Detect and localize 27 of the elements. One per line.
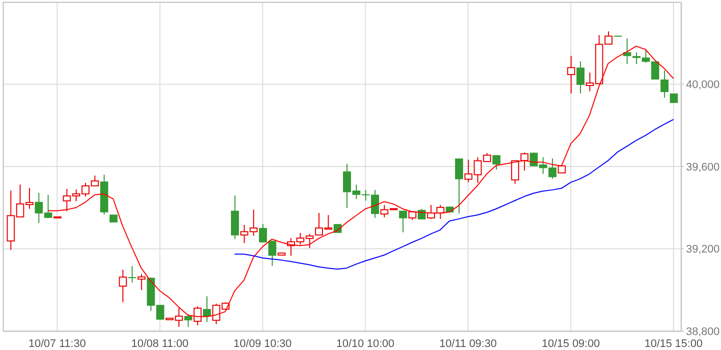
- x-tick-label: 10/09 10:30: [234, 338, 292, 350]
- candlestick: [623, 38, 632, 65]
- candlestick: [128, 266, 136, 283]
- y-tick-label: 39,600: [686, 161, 720, 174]
- x-tick-label: 10/10 10:00: [336, 338, 394, 350]
- candlestick: [138, 274, 146, 291]
- x-tick-label: 10/11 09:30: [439, 338, 497, 350]
- y-tick-label: 38,800: [686, 326, 720, 338]
- candlestick: [118, 269, 127, 303]
- y-tick-label: 40,000: [686, 79, 720, 92]
- y-tick-label: 39,200: [686, 244, 720, 256]
- x-tick-label: 10/15 09:00: [542, 338, 600, 350]
- candlestick: [455, 158, 464, 214]
- candlestick: [567, 55, 576, 94]
- candlestick: [194, 306, 202, 326]
- candlestick: [399, 210, 408, 233]
- candlestick: [492, 154, 500, 170]
- candlestick: [670, 93, 678, 104]
- line-series: [234, 118, 674, 270]
- candlestick: [660, 70, 669, 98]
- x-tick-label: 10/08 11:00: [131, 338, 189, 350]
- x-tick-label: 10/15 15:00: [644, 338, 703, 350]
- x-tick-label: 10/07 11:30: [28, 338, 86, 350]
- candlestick: [576, 60, 584, 94]
- candlestick: [418, 208, 426, 220]
- candlestick: [202, 296, 211, 322]
- candlestick: [184, 314, 192, 328]
